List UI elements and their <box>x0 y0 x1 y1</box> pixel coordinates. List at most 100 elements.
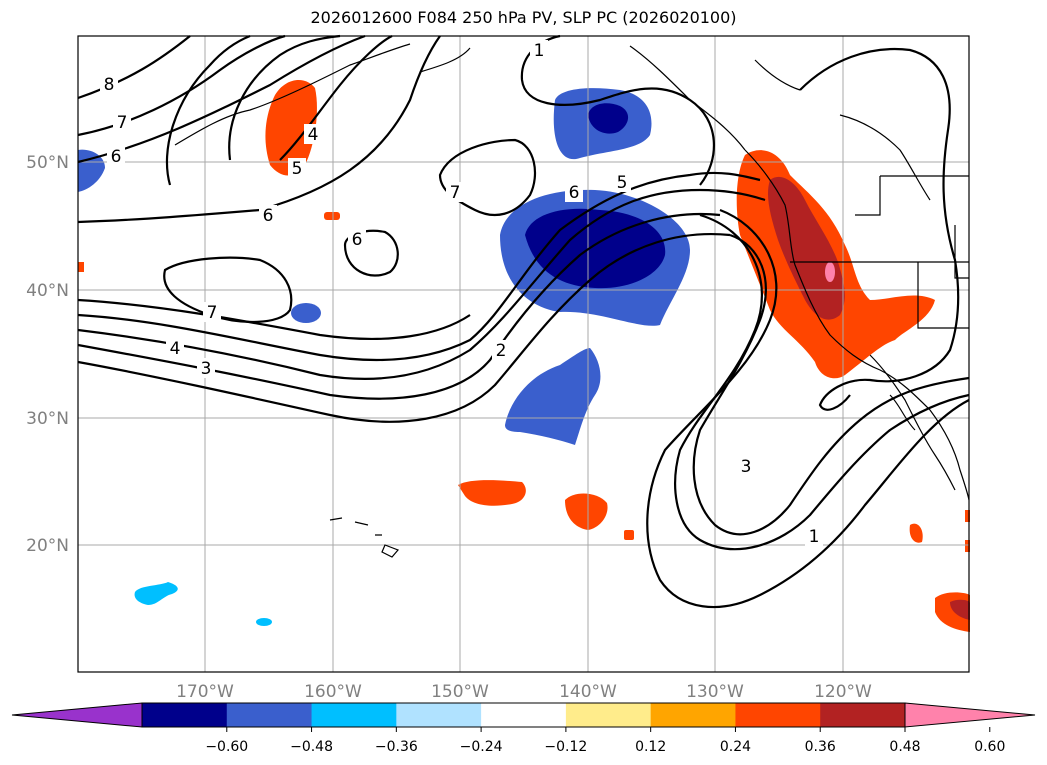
pv-positive-small-3 <box>624 530 634 540</box>
contour-label-text-7-closed-west: 7 <box>207 303 218 323</box>
lon-label-140w: 140°W <box>559 682 617 702</box>
contour-label-text-5-ridge: 5 <box>292 159 303 179</box>
contour-line-5-west <box>77 298 471 340</box>
coastline-baja <box>869 354 956 491</box>
pv-positive-region-north <box>265 79 317 176</box>
lon-label-120w: 120°W <box>814 682 872 702</box>
border-us-states <box>790 176 969 329</box>
contour-label-text-2-jet: 2 <box>496 341 507 361</box>
colorbar-tick-label: −0.24 <box>460 739 503 755</box>
latitude-labels: 50°N 40°N 30°N 20°N <box>26 153 69 556</box>
contour-label-2-jet: 2 <box>492 340 510 361</box>
contour-label-3-jet: 3 <box>197 358 215 379</box>
slp-contours <box>77 34 970 609</box>
pv-shading <box>78 79 970 632</box>
contour-label-6-north: 6 <box>107 146 125 167</box>
coastlines <box>174 43 970 558</box>
pv-positive-edge-3 <box>965 540 970 552</box>
contour-label-text-1-south: 1 <box>809 527 820 547</box>
contour-line-1-northeast <box>799 48 960 411</box>
pv-positive-edge-2 <box>965 510 970 522</box>
contour-label-text-6-mid: 6 <box>263 206 274 226</box>
contour-label-text-4-ridge: 4 <box>308 125 319 145</box>
contour-label-4-ridge: 4 <box>304 124 322 145</box>
contour-label-text-3-south: 3 <box>741 457 752 477</box>
colorbar-tick-label: −0.60 <box>205 739 248 755</box>
lon-label-160w: 160°W <box>304 682 362 702</box>
colorbar-extend-min <box>11 702 143 728</box>
contour-line-2-jet <box>77 212 721 400</box>
contour-label-text-7-north: 7 <box>117 113 128 133</box>
contour-label-1-north: 1 <box>530 40 548 61</box>
contour-line-1-jet <box>77 233 731 423</box>
contour-label-1-south: 1 <box>805 526 823 547</box>
colorbar-tick-label: 0.48 <box>889 739 920 755</box>
lat-label-30n: 30°N <box>26 409 69 429</box>
contour-label-7-closed-mid: 7 <box>446 182 464 203</box>
colorbar-segments <box>11 702 1036 728</box>
map-title: 2026012600 F084 250 hPa PV, SLP PC (2026… <box>310 8 737 27</box>
colorbar-tick-label: −0.12 <box>544 739 587 755</box>
colorbar-box-6 <box>565 703 652 727</box>
contour-line-7-north-arc <box>520 34 716 186</box>
colorbar-tick-label: −0.48 <box>290 739 333 755</box>
contour-label-5-ridge: 5 <box>288 158 306 179</box>
contour-label-text-8: 8 <box>104 75 115 95</box>
contour-line-6-north <box>77 34 366 164</box>
colorbar-tick-label: −0.36 <box>375 739 418 755</box>
contour-label-6-jet: 6 <box>565 182 583 203</box>
colorbar-box-1 <box>142 703 228 727</box>
contour-line-1-south <box>646 208 970 609</box>
colorbar-tick-label: 0.24 <box>720 739 751 755</box>
contour-label-6-mid: 6 <box>259 205 277 226</box>
contour-label-text-5-jet: 5 <box>617 173 628 193</box>
pv-negative-small-2 <box>134 582 178 605</box>
contour-line-3-south <box>692 233 970 536</box>
contour-label-8: 8 <box>100 74 118 95</box>
contour-label-6-closed: 6 <box>348 229 366 250</box>
colorbar-tick-label: 0.60 <box>974 739 1005 755</box>
pv-negative-region-south <box>505 348 601 445</box>
pv-positive-small-4 <box>324 212 340 220</box>
contour-label-text-6-north: 6 <box>111 147 122 167</box>
pv-negative-small-3 <box>256 618 272 626</box>
map-frame <box>77 35 970 673</box>
colorbar-tick-label: 0.36 <box>805 739 836 755</box>
lon-label-170w: 170°W <box>176 682 234 702</box>
contour-label-7-closed-west: 7 <box>203 302 221 323</box>
lon-label-150w: 150°W <box>431 682 489 702</box>
pv-positive-small-5 <box>909 523 923 543</box>
colorbar-ticks: −0.60 −0.48 −0.36 −0.24 −0.12 0.12 0.24 0.36 0.4… <box>205 727 1005 755</box>
contour-line-2-south <box>674 213 970 551</box>
pv-positive-core-se <box>950 599 970 620</box>
pv-positive-edge-1 <box>78 262 84 272</box>
contour-label-text-6-closed: 6 <box>352 230 363 250</box>
colorbar-box-9 <box>820 703 906 727</box>
colorbar: −0.60 −0.48 −0.36 −0.24 −0.12 0.12 0.24 0.36 0.4… <box>11 702 1036 755</box>
colorbar-extend-max <box>904 702 1036 728</box>
colorbar-box-2 <box>226 703 313 727</box>
coastline-canada-inland <box>754 59 931 201</box>
colorbar-box-5 <box>481 703 567 727</box>
pv-negative-core-north <box>588 103 629 134</box>
pv-positive-small-1 <box>458 480 526 506</box>
colorbar-box-3 <box>311 703 397 727</box>
lat-label-40n: 40°N <box>26 281 69 301</box>
contour-line-8 <box>77 35 191 100</box>
contour-label-text-1-north: 1 <box>534 41 545 61</box>
lon-label-130w: 130°W <box>686 682 744 702</box>
colorbar-outline <box>141 702 906 728</box>
contour-label-text-4-jet: 4 <box>170 339 181 359</box>
coastline-hawaii <box>329 517 400 558</box>
contour-label-4-jet: 4 <box>166 338 184 359</box>
contour-label-text-6-jet: 6 <box>569 183 580 203</box>
pv-positive-small-2 <box>565 493 608 530</box>
lat-label-20n: 20°N <box>26 536 69 556</box>
contour-label-3-south: 3 <box>737 456 755 477</box>
contour-line-4-jet <box>77 171 761 362</box>
lat-label-50n: 50°N <box>26 153 69 173</box>
pv-positive-max-coast <box>825 262 835 282</box>
contour-label-text-7-closed-mid: 7 <box>450 183 461 203</box>
contour-line-4-ridge <box>228 34 393 161</box>
